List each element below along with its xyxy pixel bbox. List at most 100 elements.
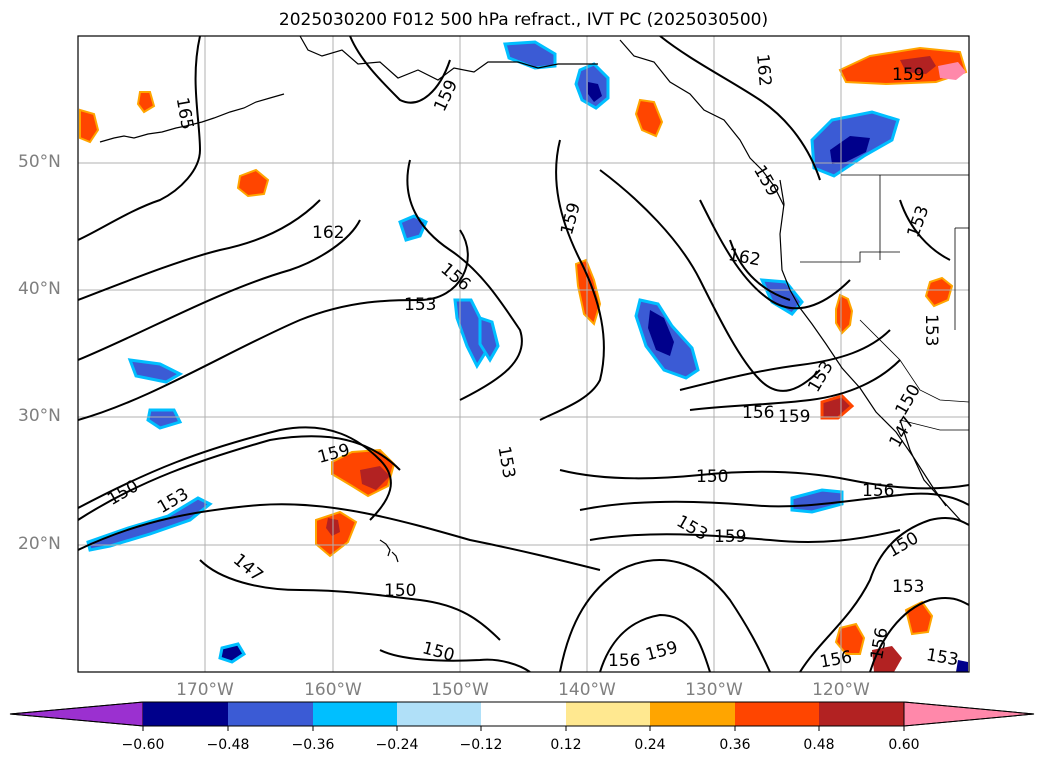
- shaded-field: [79, 40, 968, 672]
- anomaly-blob: [924, 276, 954, 308]
- contour-line: [869, 596, 969, 672]
- anomaly-blob: [900, 56, 936, 74]
- us-west-coast: [779, 179, 947, 507]
- anomaly-blob: [218, 642, 247, 664]
- contour-label: 150: [384, 581, 416, 601]
- lon-label: 150°W: [431, 680, 489, 700]
- contour-label: 159: [778, 407, 810, 427]
- colorbar-tick-label: −0.48: [206, 737, 250, 753]
- contour-line: [199, 559, 501, 641]
- anomaly-blob: [146, 408, 183, 430]
- colorbar-bin: [735, 702, 819, 726]
- contour-line: [679, 329, 891, 391]
- anomaly-blob: [136, 91, 156, 114]
- contour-line: [539, 139, 605, 421]
- contour-line: [78, 435, 401, 521]
- lat-label: 40°N: [18, 279, 61, 299]
- contour-line: [379, 649, 531, 672]
- anomaly-blob: [835, 293, 854, 335]
- anomaly-blob: [938, 62, 966, 80]
- colorbar: [9, 701, 1035, 731]
- colorbar-bin: [481, 702, 566, 726]
- baja-coast: [899, 419, 963, 523]
- colorbar-tick-label: 0.12: [550, 737, 582, 753]
- contour-line: [689, 359, 901, 411]
- colorbar-tick-label: 0.60: [888, 737, 920, 753]
- border-line: [899, 419, 969, 431]
- contour-line: [406, 159, 523, 401]
- alaska-coast: [299, 36, 598, 81]
- anomaly-blob: [834, 622, 866, 655]
- contour-line: [78, 219, 361, 361]
- contour-line: [899, 199, 951, 261]
- colorbar-extend-low: [9, 701, 144, 727]
- anomaly-blob: [79, 108, 100, 144]
- anomaly-blob: [588, 82, 602, 102]
- colorbar-tick-label: 0.36: [719, 737, 751, 753]
- colorbar-tick-label: −0.24: [375, 737, 419, 753]
- colorbar-tick-label: −0.36: [291, 737, 335, 753]
- contour-line: [349, 36, 451, 104]
- anomaly-blob: [956, 660, 968, 672]
- anomaly-blob: [790, 488, 844, 514]
- borders: [800, 174, 969, 431]
- lon-label: 120°W: [812, 680, 870, 700]
- lon-label: 130°W: [685, 680, 743, 700]
- anomaly-blob: [872, 646, 902, 672]
- colorbar-bin: [650, 702, 735, 726]
- contours: [78, 36, 969, 672]
- contour-label: 150: [696, 467, 728, 487]
- anomaly-blob: [360, 466, 390, 490]
- colorbar-ticks: [142, 726, 905, 731]
- contour-label: 159: [714, 527, 746, 547]
- contour-label: 153: [892, 577, 924, 597]
- contour-line: [78, 229, 469, 421]
- colorbar-tick-label: 0.48: [803, 737, 835, 753]
- contour-line: [579, 492, 969, 511]
- contour-line: [699, 199, 851, 310]
- anomaly-blob: [830, 136, 870, 164]
- colorbar-bin: [397, 702, 481, 726]
- contour-line: [659, 36, 821, 181]
- colorbar-bin: [566, 702, 650, 726]
- contour-line: [599, 169, 821, 392]
- anomaly-blob: [503, 40, 557, 70]
- contour-label: 156: [742, 403, 774, 423]
- border-line: [859, 319, 969, 403]
- contour-label: 156: [862, 481, 894, 501]
- contour-label: 162: [752, 53, 775, 87]
- lon-label: 170°W: [176, 680, 234, 700]
- lat-label: 30°N: [18, 406, 61, 426]
- anomaly-blob: [634, 98, 664, 138]
- border-line: [800, 251, 900, 263]
- map-frame: [77, 35, 970, 673]
- contour-line: [589, 529, 901, 543]
- contour-line: [599, 613, 711, 672]
- contour-line: [78, 36, 202, 241]
- colorbar-tick-label: −0.60: [121, 737, 165, 753]
- contour-line: [559, 559, 771, 672]
- contour-label: 162: [312, 223, 344, 243]
- colorbar-tick-label: −0.12: [459, 737, 503, 753]
- lat-label: 50°N: [18, 152, 61, 172]
- hawaii-island: [391, 551, 399, 563]
- contour-label: 156: [818, 647, 853, 672]
- contour-line: [78, 503, 601, 571]
- colorbar-bin: [143, 702, 228, 726]
- contour-line: [78, 199, 321, 301]
- lat-label: 20°N: [18, 534, 61, 554]
- bc-coast: [619, 39, 785, 207]
- colorbar-extend-high: [903, 701, 1035, 727]
- anomaly-blob: [236, 168, 270, 198]
- map-title: 2025030200 F012 500 hPa refract., IVT PC…: [278, 10, 769, 30]
- contour-label: 153: [404, 295, 436, 315]
- contour-line: [559, 469, 969, 490]
- coastlines: [99, 36, 963, 563]
- aleutian-islands: [99, 93, 285, 143]
- anomaly-blob: [478, 315, 500, 363]
- colorbar-bin: [313, 702, 397, 726]
- contour-line: [78, 426, 392, 521]
- graticule: [78, 36, 969, 672]
- colorbar-bin: [819, 702, 904, 726]
